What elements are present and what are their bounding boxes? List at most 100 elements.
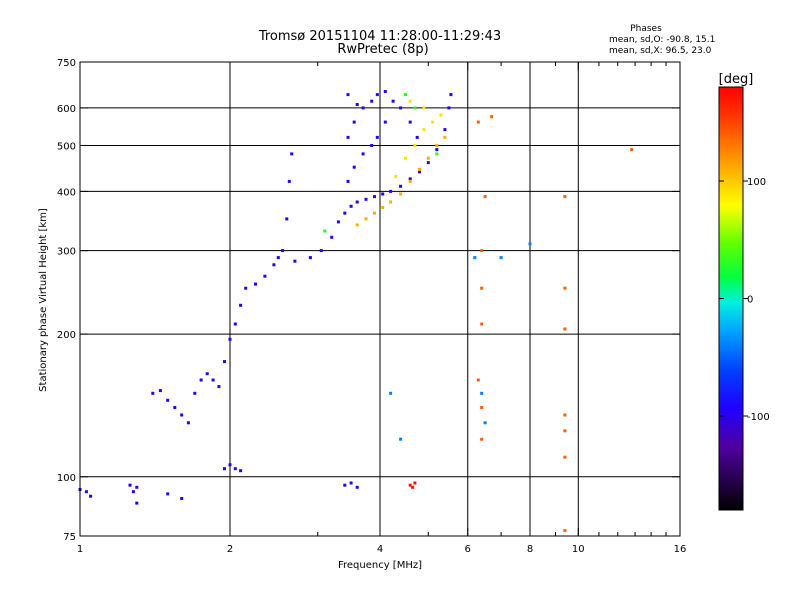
echo-point: [84, 490, 88, 494]
colorbar-ticks: 100 0 -100: [719, 177, 770, 423]
echo-point: [404, 93, 407, 97]
x-tick-label: 4: [377, 544, 383, 555]
echo-point: [435, 144, 439, 147]
echo-point: [281, 249, 285, 253]
echo-point: [355, 485, 359, 489]
echo-point: [343, 211, 347, 215]
echo-point: [228, 463, 232, 467]
echo-point: [349, 481, 353, 485]
echo-point: [563, 413, 567, 417]
echo-point: [223, 360, 226, 364]
echo-point: [383, 90, 387, 93]
echo-point: [173, 406, 177, 409]
echo-point: [373, 195, 376, 199]
echo-point: [128, 483, 132, 487]
x-tick-label: 10: [572, 544, 585, 555]
echo-point: [135, 501, 139, 505]
echo-point: [563, 327, 567, 331]
echo-point: [166, 398, 170, 402]
echo-point: [330, 235, 334, 239]
echo-point: [211, 378, 215, 382]
echo-point: [383, 120, 387, 124]
echo-point: [490, 115, 494, 119]
echo-point: [346, 179, 350, 183]
echo-point: [186, 421, 190, 425]
y-tick-label: 750: [57, 58, 76, 69]
echo-point: [355, 223, 359, 227]
echo-point: [480, 406, 484, 409]
echo-point: [449, 93, 453, 97]
echo-point: [563, 455, 567, 459]
echo-point: [131, 490, 135, 494]
echo-point: [336, 220, 340, 224]
echo-point: [435, 152, 439, 156]
echo-point: [323, 229, 327, 233]
echo-point: [361, 106, 365, 110]
echo-point: [381, 206, 385, 209]
grid-lines: [80, 62, 680, 536]
echo-point: [422, 106, 426, 110]
echo-point: [480, 391, 484, 395]
stats-o-mode: mean, sd,O: -90.8, 15.1: [609, 35, 715, 45]
echo-point: [223, 467, 226, 471]
echo-point: [89, 494, 93, 498]
colorbar-tick-label: 100: [747, 177, 766, 188]
echo-point: [415, 135, 419, 139]
echo-point: [408, 177, 412, 181]
echo-point: [343, 483, 347, 487]
echo-point: [476, 120, 480, 124]
echo-point: [408, 120, 412, 124]
echo-point: [254, 282, 257, 286]
echo-point: [166, 492, 170, 496]
echo-point: [528, 242, 532, 246]
echo-point: [375, 93, 379, 97]
echo-point: [381, 192, 385, 196]
echo-point: [272, 263, 276, 267]
y-tick-label: 75: [63, 532, 76, 543]
echo-point: [443, 128, 447, 132]
stats-x-mode: mean, sd,X: 96.5, 23.0: [609, 46, 712, 56]
y-tick-label: 200: [57, 330, 76, 341]
echo-point: [308, 256, 312, 260]
echo-point: [233, 322, 237, 326]
echo-point: [480, 286, 484, 290]
echo-point: [483, 421, 487, 425]
stats-heading: Phases: [630, 24, 662, 34]
echo-point: [180, 497, 184, 500]
echo-point: [158, 389, 162, 393]
echo-point: [422, 128, 426, 132]
echo-point: [263, 274, 267, 278]
echo-point: [413, 106, 417, 110]
echo-point: [375, 135, 379, 139]
echo-point: [290, 152, 294, 156]
echo-point: [408, 99, 412, 103]
echo-point: [476, 378, 480, 382]
echo-point: [370, 144, 374, 147]
echo-point: [319, 249, 323, 253]
echo-point: [244, 286, 248, 290]
echo-point: [352, 165, 356, 169]
echo-point: [373, 211, 376, 215]
echo-point: [480, 322, 484, 326]
echo-point: [418, 170, 421, 174]
echo-point: [418, 168, 421, 171]
y-tick-label: 300: [57, 247, 76, 258]
echo-point: [389, 189, 393, 193]
echo-point: [473, 256, 477, 260]
echo-point: [483, 195, 487, 199]
echo-point: [411, 485, 415, 489]
echo-point: [239, 469, 243, 473]
echo-point: [413, 144, 417, 147]
echo-point: [205, 372, 209, 376]
echo-point: [370, 99, 374, 103]
echo-point: [426, 161, 430, 165]
echo-point: [193, 391, 197, 395]
echo-point: [499, 256, 503, 260]
echo-point: [135, 485, 139, 489]
echo-point: [346, 135, 350, 139]
x-tick-label: 2: [227, 544, 233, 555]
echo-point: [346, 93, 350, 97]
y-tick-label: 600: [57, 104, 76, 115]
